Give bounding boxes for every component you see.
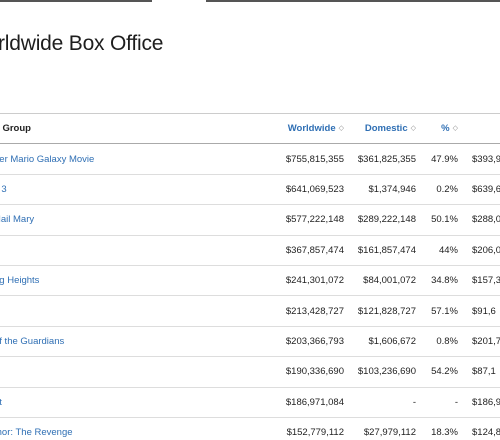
top-nav-bar-left: [0, 0, 152, 2]
sort-arrows-icon[interactable]: ◇: [410, 125, 416, 133]
movie-link[interactable]: 7: [0, 295, 276, 327]
worldwide-gross: $152,779,112: [276, 416, 350, 440]
domestic-gross: $1,606,672: [350, 325, 422, 357]
worldwide-gross: $186,971,084: [276, 386, 350, 418]
column-header-worldwide[interactable]: Worldwide ◇: [276, 112, 350, 145]
column-header-domestic[interactable]: Domestic ◇: [350, 112, 422, 145]
worldwide-gross: $641,069,523: [276, 173, 350, 205]
table-header-row: o Group Worldwide◇ Domestic◇ %◇ F: [0, 112, 500, 145]
domestic-percent: 54.2%: [422, 356, 464, 388]
foreign-gross: $206,0: [464, 234, 500, 266]
worldwide-gross: $190,336,690: [276, 356, 350, 388]
page-title: rldwide Box Office: [0, 32, 164, 56]
column-header-domestic-label[interactable]: Domestic: [364, 123, 408, 135]
domestic-percent: 34.8%: [422, 264, 464, 296]
table-row: $190,336,690 $103,236,690 54.2% $87,1: [0, 356, 500, 388]
table-row: thor: The Revenge $152,779,112 $27,979,1…: [0, 416, 500, 440]
domestic-percent: -: [422, 386, 464, 418]
worldwide-gross: $241,301,072: [276, 264, 350, 296]
table-row: Hail Mary $577,222,148 $289,222,148 50.1…: [0, 204, 500, 236]
worldwide-gross: $577,222,148: [276, 204, 350, 236]
movie-link[interactable]: ut: [0, 386, 276, 418]
movie-link[interactable]: s 3: [0, 173, 276, 205]
box-office-table: o Group Worldwide◇ Domestic◇ %◇ F per Ma…: [0, 112, 500, 440]
column-header-group-label: o Group: [0, 123, 31, 135]
movie-link[interactable]: per Mario Galaxy Movie: [0, 143, 276, 175]
table-row: ut $186,971,084 - - $186,9: [0, 386, 500, 418]
foreign-gross: $186,9: [464, 386, 500, 418]
foreign-gross: $91,6: [464, 295, 500, 327]
domestic-percent: 44%: [422, 234, 464, 266]
foreign-gross: $157,3: [464, 264, 500, 296]
top-nav-bar-right: [206, 0, 500, 2]
table-row: 7 $213,428,727 $121,828,727 57.1% $91,6: [0, 295, 500, 327]
domestic-gross: $103,236,690: [350, 356, 422, 388]
domestic-percent: 57.1%: [422, 295, 464, 327]
sort-arrows-icon[interactable]: ◇: [338, 125, 344, 133]
domestic-gross: $361,825,355: [350, 143, 422, 175]
worldwide-gross: $367,857,474: [276, 234, 350, 266]
domestic-gross: -: [350, 386, 422, 418]
table-row: s $367,857,474 $161,857,474 44% $206,0: [0, 234, 500, 266]
domestic-percent: 0.2%: [422, 173, 464, 205]
domestic-gross: $289,222,148: [350, 204, 422, 236]
domestic-percent: 47.9%: [422, 143, 464, 175]
table-row: s 3 $641,069,523 $1,374,946 0.2% $639,6: [0, 173, 500, 205]
worldwide-gross: $203,366,793: [276, 325, 350, 357]
foreign-gross: $201,7: [464, 325, 500, 357]
movie-link[interactable]: ng Heights: [0, 264, 276, 296]
table-row: ng Heights $241,301,072 $84,001,072 34.8…: [0, 264, 500, 296]
sort-arrows-icon[interactable]: ◇: [452, 125, 458, 133]
column-header-percent[interactable]: % ◇: [422, 112, 464, 145]
column-header-foreign[interactable]: F: [464, 112, 500, 145]
column-header-percent-label[interactable]: %: [441, 123, 450, 135]
domestic-gross: $161,857,474: [350, 234, 422, 266]
domestic-percent: 50.1%: [422, 204, 464, 236]
movie-link[interactable]: s: [0, 234, 276, 266]
table-row: per Mario Galaxy Movie $755,815,355 $361…: [0, 143, 500, 175]
domestic-percent: 0.8%: [422, 325, 464, 357]
column-header-worldwide-label[interactable]: Worldwide: [287, 123, 336, 135]
table-row: of the Guardians $203,366,793 $1,606,672…: [0, 325, 500, 357]
domestic-gross: $121,828,727: [350, 295, 422, 327]
foreign-gross: $124,8: [464, 416, 500, 440]
column-header-group: o Group: [0, 112, 276, 145]
movie-link[interactable]: thor: The Revenge: [0, 416, 276, 440]
movie-link[interactable]: Hail Mary: [0, 204, 276, 236]
domestic-gross: $27,979,112: [350, 416, 422, 440]
movie-link[interactable]: of the Guardians: [0, 325, 276, 357]
foreign-gross: $87,1: [464, 356, 500, 388]
worldwide-gross: $755,815,355: [276, 143, 350, 175]
domestic-gross: $84,001,072: [350, 264, 422, 296]
domestic-gross: $1,374,946: [350, 173, 422, 205]
foreign-gross: $393,9: [464, 143, 500, 175]
movie-link[interactable]: [0, 356, 276, 388]
foreign-gross: $639,6: [464, 173, 500, 205]
domestic-percent: 18.3%: [422, 416, 464, 440]
foreign-gross: $288,0: [464, 204, 500, 236]
worldwide-gross: $213,428,727: [276, 295, 350, 327]
